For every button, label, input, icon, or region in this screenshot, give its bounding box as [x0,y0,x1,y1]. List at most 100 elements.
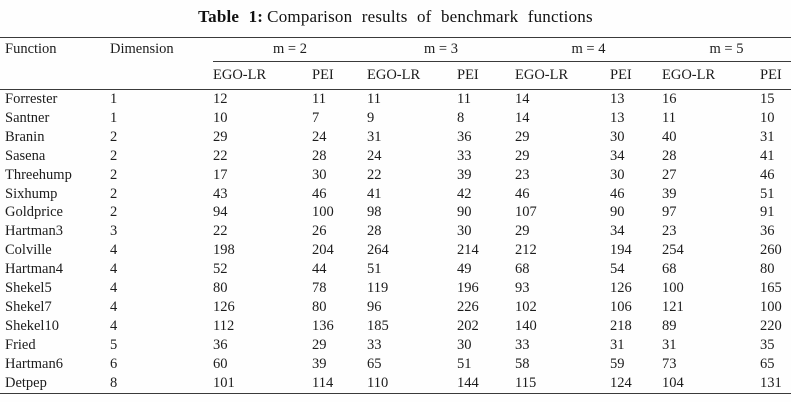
value-cell: 43 [213,185,228,202]
value-cell: 202 [457,317,479,334]
table-row: Hartman4 4 52 44 51 49 68 54 68 80 [0,260,791,279]
value-cell: 110 [367,374,389,391]
table-row: Hartman3 3 22 26 28 30 29 34 23 36 [0,222,791,241]
value-cell: 254 [662,242,684,259]
value-cell: 8 [457,109,465,126]
value-cell: 100 [662,280,684,297]
value-cell: 31 [760,128,775,145]
value-cell: 94 [213,204,228,221]
dimension-cell: 6 [110,355,118,372]
value-cell: 10 [760,109,775,126]
value-cell: 33 [367,336,382,353]
value-cell: 11 [367,91,381,107]
table-row: Shekel7 4 126 80 96 226 102 106 121 100 [0,298,791,317]
value-cell: 34 [610,223,625,240]
value-cell: 9 [367,109,375,126]
dimension-cell: 4 [110,298,118,315]
function-cell: Detpep [5,374,47,391]
group-header-m4: m = 4 [515,37,662,62]
function-cell: Shekel7 [5,298,52,315]
column-header-egolr-m2: EGO-LR [213,61,312,90]
value-cell: 260 [760,242,782,259]
value-cell: 90 [457,204,472,221]
value-cell: 140 [515,317,537,334]
value-cell: 28 [312,147,327,164]
value-cell: 91 [760,204,775,221]
table-row: Forrester 1 12 11 11 11 14 13 16 15 [0,90,791,109]
value-cell: 30 [457,223,472,240]
table-row: Hartman6 6 60 39 65 51 58 59 73 65 [0,355,791,374]
value-cell: 39 [457,166,472,183]
value-cell: 51 [367,261,382,278]
value-cell: 10 [213,109,228,126]
value-cell: 12 [213,91,228,107]
value-cell: 40 [662,128,677,145]
dimension-cell: 1 [110,109,118,126]
dimension-cell: 5 [110,336,118,353]
column-header-pei-m2: PEI [312,61,367,90]
value-cell: 65 [367,355,382,372]
dimension-cell: 4 [110,242,118,259]
value-cell: 29 [515,223,530,240]
value-cell: 44 [312,261,327,278]
dimension-cell: 2 [110,128,118,145]
value-cell: 65 [760,355,775,372]
function-cell: Forrester [5,91,58,107]
value-cell: 29 [213,128,228,145]
value-cell: 27 [662,166,677,183]
sub-header-row: EGO-LR PEI EGO-LR PEI EGO-LR PEI EGO-LR … [0,61,791,90]
value-cell: 11 [662,109,676,126]
function-cell: Shekel5 [5,280,52,297]
value-cell: 22 [213,147,228,164]
table-row: Shekel10 4 112 136 185 202 140 218 89 22… [0,317,791,336]
column-header-egolr-m4: EGO-LR [515,61,610,90]
value-cell: 41 [760,147,775,164]
dimension-cell: 1 [110,91,118,107]
group-header-m5: m = 5 [662,37,791,62]
value-cell: 97 [662,204,677,221]
column-header-dimension: Dimension [110,37,213,90]
value-cell: 93 [515,280,530,297]
function-cell: Hartman3 [5,223,63,240]
value-cell: 51 [457,355,472,372]
value-cell: 101 [213,374,235,391]
function-cell: Threehump [5,166,72,183]
value-cell: 39 [312,355,327,372]
value-cell: 100 [760,298,782,315]
value-cell: 24 [367,147,382,164]
value-cell: 121 [662,298,684,315]
group-header-row: Function Dimension m = 2 m = 3 m = 4 m =… [0,37,791,90]
function-cell: Santner [5,109,50,126]
column-header-egolr-m5: EGO-LR [662,61,760,90]
value-cell: 59 [610,355,625,372]
value-cell: 15 [760,91,775,107]
value-cell: 7 [312,109,320,126]
value-cell: 51 [760,185,775,202]
value-cell: 107 [515,204,537,221]
value-cell: 220 [760,317,782,334]
value-cell: 17 [213,166,228,183]
benchmark-results-table: Function Dimension m = 2 m = 3 m = 4 m =… [0,37,791,394]
value-cell: 104 [662,374,684,391]
value-cell: 131 [760,374,782,391]
value-cell: 68 [515,261,530,278]
value-cell: 218 [610,317,632,334]
function-cell: Shekel10 [5,317,59,334]
value-cell: 124 [610,374,632,391]
value-cell: 58 [515,355,530,372]
value-cell: 60 [213,355,228,372]
value-cell: 16 [662,91,677,107]
value-cell: 46 [610,185,625,202]
value-cell: 144 [457,374,479,391]
table-row: Goldprice 2 94 100 98 90 107 90 97 91 [0,203,791,222]
value-cell: 42 [457,185,472,202]
table-row: Shekel5 4 80 78 119 196 93 126 100 165 [0,279,791,298]
table-row: Sasena 2 22 28 24 33 29 34 28 41 [0,147,791,166]
dimension-cell: 2 [110,166,118,183]
value-cell: 31 [662,336,677,353]
table-caption-label: Table 1: [198,7,264,26]
value-cell: 22 [213,223,228,240]
value-cell: 36 [760,223,775,240]
dimension-cell: 4 [110,317,118,334]
value-cell: 89 [662,317,677,334]
